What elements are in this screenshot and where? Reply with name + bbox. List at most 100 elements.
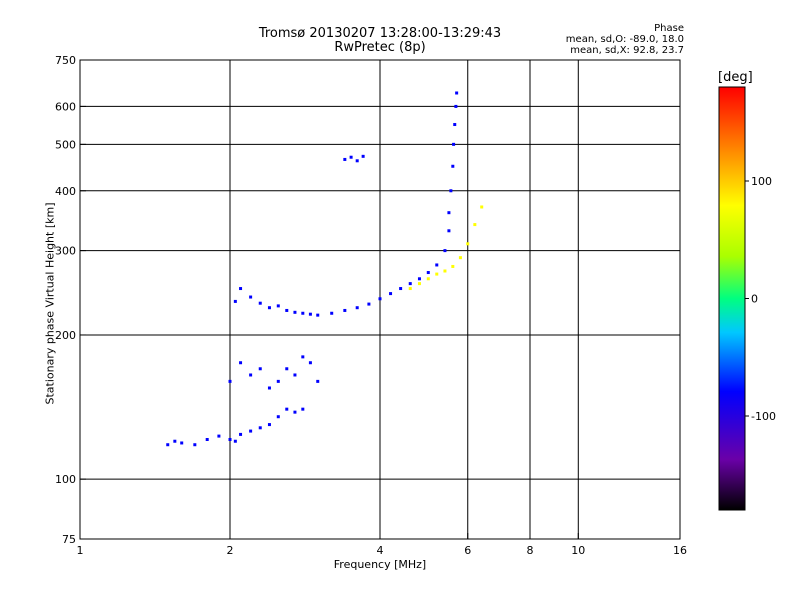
- data-point: [426, 271, 430, 275]
- data-point: [417, 282, 421, 286]
- colorbar-tick-label: 100: [751, 175, 772, 188]
- data-point: [239, 432, 243, 436]
- data-point: [239, 361, 243, 365]
- data-point: [249, 295, 253, 299]
- data-point: [249, 429, 253, 433]
- data-point: [389, 292, 393, 296]
- data-point: [285, 308, 289, 312]
- data-point: [349, 155, 353, 159]
- data-point: [228, 379, 232, 383]
- data-point: [453, 123, 457, 127]
- x-tick-label: 10: [571, 544, 585, 557]
- data-point: [267, 306, 271, 310]
- data-point: [452, 142, 456, 146]
- data-point: [308, 361, 312, 365]
- x-axis-label: Frequency [MHz]: [333, 558, 427, 571]
- colorbar-ticks: 100 0 -100: [745, 175, 776, 423]
- data-point: [466, 242, 470, 246]
- data-point: [205, 438, 209, 442]
- data-point: [408, 287, 412, 291]
- data-point: [249, 373, 253, 377]
- axis-ticks: 1 2 4 6 8 10 16 75 100 200 300 400 500 600 750: [55, 54, 687, 557]
- data-point: [301, 355, 305, 359]
- data-point: [355, 159, 359, 163]
- data-point: [458, 256, 462, 260]
- data-point: [343, 308, 347, 312]
- data-point: [443, 249, 447, 253]
- data-point: [447, 229, 451, 233]
- x-tick-label: 8: [527, 544, 534, 557]
- data-point: [301, 407, 305, 411]
- data-point: [293, 373, 297, 377]
- data-point: [417, 277, 421, 281]
- y-tick-label: 600: [55, 100, 76, 113]
- grid-lines: [80, 60, 680, 539]
- data-point: [480, 205, 484, 209]
- y-tick-label: 750: [55, 54, 76, 67]
- data-point: [378, 297, 382, 301]
- y-axis-label: Stationary phase Virtual Height [km]: [43, 202, 57, 405]
- data-point: [473, 223, 477, 227]
- data-point: [455, 91, 459, 95]
- data-point: [426, 277, 430, 281]
- data-point: [233, 439, 237, 443]
- colorbar-unit: [deg]: [718, 70, 753, 85]
- data-point: [367, 302, 371, 306]
- data-point: [267, 386, 271, 390]
- x-tick-label: 16: [673, 544, 687, 557]
- data-point: [276, 415, 280, 419]
- data-point: [276, 304, 280, 308]
- phase-stats-x: mean, sd,X: 92.8, 23.7: [570, 45, 684, 56]
- colorbar-tick-label: 0: [751, 293, 758, 306]
- phase-stats-title: Phase: [654, 23, 684, 34]
- data-point: [193, 443, 197, 447]
- chart-subtitle: RwPretec (8p): [334, 40, 426, 55]
- data-point: [258, 426, 262, 430]
- data-point: [435, 263, 439, 267]
- data-point: [173, 439, 177, 443]
- data-point: [285, 407, 289, 411]
- colorbar-tick-label: -100: [751, 410, 776, 423]
- data-point: [308, 312, 312, 316]
- data-point: [399, 287, 403, 291]
- data-point: [447, 211, 451, 215]
- data-point: [293, 410, 297, 414]
- data-point: [301, 311, 305, 315]
- chart-title: Tromsø 20130207 13:28:00-13:29:43: [258, 26, 502, 41]
- y-tick-label: 300: [55, 245, 76, 258]
- data-point: [355, 306, 359, 310]
- x-tick-label: 4: [377, 544, 384, 557]
- y-tick-label: 500: [55, 138, 76, 151]
- phase-stats-o: mean, sd,O: -89.0, 18.0: [565, 34, 684, 45]
- data-point: [361, 154, 365, 158]
- y-tick-label: 200: [55, 329, 76, 342]
- x-tick-label: 2: [227, 544, 234, 557]
- y-tick-label: 75: [62, 533, 76, 546]
- data-point: [443, 269, 447, 273]
- data-point: [451, 264, 455, 268]
- data-point: [343, 157, 347, 161]
- data-point: [258, 301, 262, 305]
- data-point: [267, 423, 271, 427]
- data-point: [330, 311, 334, 315]
- data-point: [293, 310, 297, 314]
- data-point: [285, 367, 289, 371]
- colorbar: [718, 86, 746, 511]
- data-point: [233, 299, 237, 303]
- data-point: [454, 104, 458, 108]
- data-point: [316, 313, 320, 317]
- data-point: [239, 287, 243, 291]
- data-point: [451, 164, 455, 168]
- data-point: [228, 438, 232, 442]
- y-tick-label: 100: [55, 473, 76, 486]
- data-point: [449, 189, 453, 193]
- data-point: [408, 282, 412, 286]
- data-point: [258, 367, 262, 371]
- data-point: [217, 434, 221, 438]
- scatter-points: [166, 91, 484, 447]
- data-point: [166, 443, 170, 447]
- data-point: [276, 379, 280, 383]
- data-point: [435, 272, 439, 276]
- x-tick-label: 1: [77, 544, 84, 557]
